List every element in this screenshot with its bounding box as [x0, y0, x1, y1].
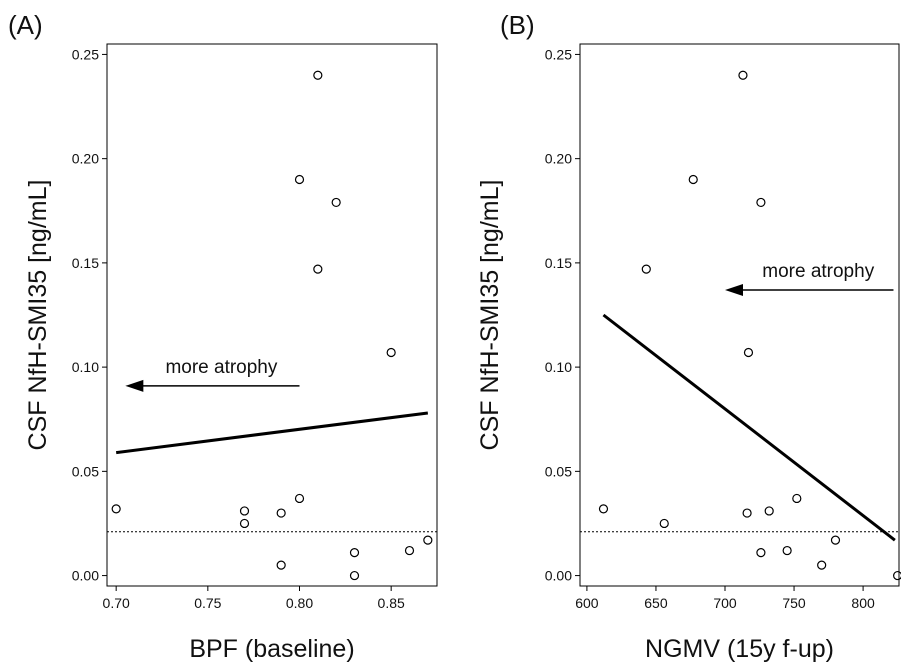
x-tick-label: 0.70	[103, 595, 130, 611]
data-point	[294, 174, 305, 185]
y-tick-label: 0.15	[72, 255, 99, 271]
x-axis-title: NGMV (15y f-up)	[645, 635, 834, 663]
x-tick-label: 0.80	[286, 595, 313, 611]
data-point	[331, 197, 341, 208]
annotation-arrow-head	[125, 379, 144, 392]
y-tick-label: 0.00	[72, 568, 99, 584]
y-tick-label: 0.00	[545, 568, 572, 584]
y-tick-label: 0.05	[545, 463, 572, 479]
data-point	[349, 570, 360, 581]
data-point	[817, 560, 827, 570]
data-point	[404, 545, 415, 556]
data-point	[313, 264, 323, 274]
x-tick-label: 800	[851, 595, 875, 611]
annotation-text: more atrophy	[165, 357, 277, 378]
data-point	[349, 548, 360, 558]
y-tick-label: 0.10	[72, 359, 99, 375]
plot-frame	[579, 43, 900, 587]
data-point	[276, 508, 286, 518]
data-point	[743, 347, 754, 358]
data-point	[239, 506, 250, 516]
data-point	[641, 264, 651, 274]
data-point	[239, 518, 250, 529]
data-point	[764, 506, 774, 516]
data-point	[688, 174, 698, 185]
y-tick-label: 0.15	[545, 255, 572, 271]
y-tick-label: 0.05	[72, 463, 99, 479]
data-point	[782, 545, 792, 556]
y-axis-title: CSF NfH-SMI35 [ng/mL]	[24, 180, 52, 451]
y-axis-title: CSF NfH-SMI35 [ng/mL]	[476, 180, 504, 451]
data-point	[738, 70, 748, 80]
data-point	[830, 535, 841, 545]
plot-frame	[106, 43, 438, 587]
y-tick-label: 0.20	[545, 151, 572, 167]
x-axis-title: BPF (baseline)	[189, 635, 354, 663]
x-tick-label: 700	[713, 595, 737, 611]
x-tick-label: 0.85	[378, 595, 405, 611]
data-point	[742, 508, 752, 518]
y-tick-label: 0.25	[545, 46, 572, 62]
y-tick-label: 0.25	[72, 46, 99, 62]
panel-label: (A)	[8, 10, 43, 40]
data-point	[294, 493, 305, 504]
data-point	[598, 504, 609, 514]
data-point	[659, 518, 669, 529]
data-point	[111, 504, 121, 514]
data-point	[893, 570, 901, 581]
annotation-arrow-head	[725, 283, 743, 296]
data-point	[423, 535, 433, 545]
x-tick-label: 750	[782, 595, 806, 611]
data-point	[756, 548, 766, 558]
panel-a: (A) 0.00 0.05 0.10 0.15 0.20 0.25 0.70 0.75 0.80 0…	[8, 10, 438, 663]
x-tick-label: 650	[644, 595, 668, 611]
y-tick-label: 0.20	[72, 151, 99, 167]
annotation-text: more atrophy	[762, 261, 874, 282]
data-point	[386, 347, 396, 358]
x-tick-label: 600	[575, 595, 599, 611]
y-tick-label: 0.10	[545, 359, 572, 375]
regression-line	[602, 313, 896, 542]
panel-b: (B) 0.00 0.05 0.10 0.15 0.20 0.25 600 650 700 750 8…	[476, 10, 901, 663]
data-point	[313, 70, 323, 80]
data-point	[756, 197, 766, 208]
x-tick-label: 0.75	[194, 595, 221, 611]
data-point	[792, 493, 802, 504]
data-point	[276, 560, 286, 570]
regression-line	[115, 411, 429, 455]
panel-label: (B)	[500, 10, 535, 40]
